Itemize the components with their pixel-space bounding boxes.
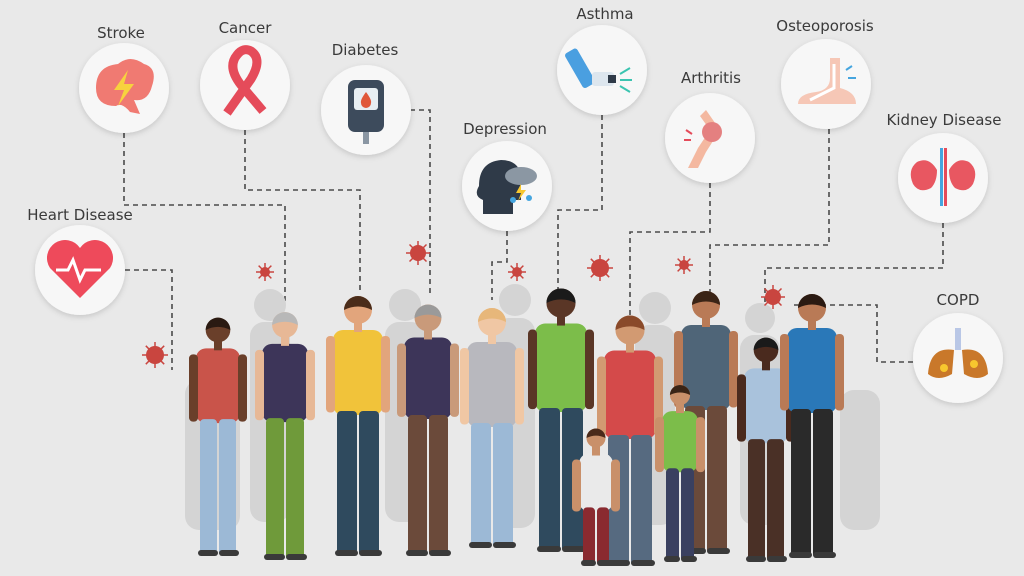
condition-label: Osteoporosis [776, 17, 874, 35]
condition-kidney: Kidney Disease [887, 111, 1002, 223]
connector-heart [125, 269, 173, 370]
condition-heart: Heart Disease [27, 206, 133, 315]
connector-lines [123, 109, 944, 370]
condition-stroke: Stroke [79, 24, 169, 133]
condition-diabetes: Diabetes [321, 41, 411, 155]
foot-bone-icon [798, 58, 856, 104]
virus-icon [406, 241, 430, 265]
connector-kidney [764, 223, 944, 320]
virus-icon [508, 263, 526, 281]
virus-icon [256, 263, 274, 281]
condition-label: Kidney Disease [887, 111, 1002, 129]
virus-icon [142, 342, 168, 368]
knee-joint-icon [684, 110, 722, 168]
condition-label: Depression [463, 120, 547, 138]
condition-label: Cancer [219, 19, 273, 37]
connector-diabetes [410, 109, 431, 295]
virus-icon [761, 285, 785, 309]
condition-label: Diabetes [332, 41, 399, 59]
icon-disc [781, 39, 871, 129]
crowd-of-people [189, 288, 844, 566]
connector-copd [790, 304, 913, 363]
person [655, 384, 705, 562]
condition-label: Asthma [576, 5, 633, 23]
ribbon-icon [223, 45, 267, 116]
person [572, 428, 620, 566]
lungs-icon [928, 328, 988, 378]
connector-stroke [123, 133, 286, 305]
virus-icon [675, 256, 693, 274]
glucose-meter-icon [348, 80, 384, 144]
person [397, 304, 459, 556]
person [255, 312, 315, 560]
condition-icons: Stroke Cancer Diabetes Heart Disease Depress… [27, 5, 1003, 403]
person [780, 294, 844, 558]
condition-osteoporosis: Osteoporosis [776, 17, 874, 129]
kidneys-icon [910, 148, 976, 206]
condition-depression: Depression [462, 120, 552, 231]
inhaler-icon [565, 48, 632, 93]
person [189, 317, 247, 556]
condition-asthma: Asthma [557, 5, 647, 115]
icon-disc [557, 25, 647, 115]
person [528, 288, 594, 552]
virus-icon [587, 255, 613, 281]
person [460, 308, 524, 548]
connector-depression [491, 231, 508, 300]
heart-pulse-icon [46, 239, 114, 298]
person [326, 296, 390, 556]
virus-particles [142, 241, 785, 368]
condition-copd: COPD [913, 291, 1003, 403]
condition-label: Heart Disease [27, 206, 133, 224]
condition-label: COPD [937, 291, 980, 309]
condition-label: Stroke [97, 24, 145, 42]
head-storm-cloud-icon [476, 160, 537, 214]
condition-label: Arthritis [681, 69, 741, 87]
brain-lightning-icon [96, 59, 154, 114]
connector-cancer [244, 130, 361, 290]
condition-arthritis: Arthritis [665, 69, 755, 183]
connector-osteoporosis [709, 129, 830, 295]
condition-cancer: Cancer [200, 19, 290, 130]
icon-disc [913, 313, 1003, 403]
connector-asthma [557, 115, 603, 290]
